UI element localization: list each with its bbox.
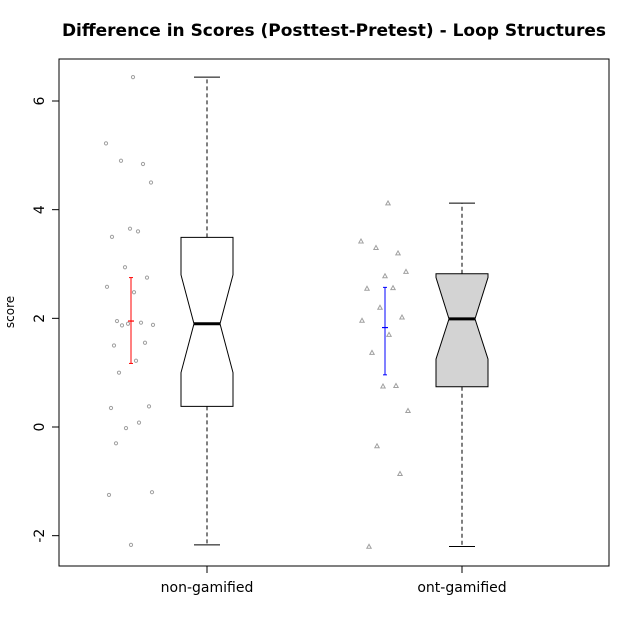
data-point bbox=[111, 343, 117, 348]
data-point bbox=[379, 383, 387, 389]
x-tick-label: non-gamified bbox=[161, 580, 254, 596]
data-point bbox=[384, 199, 392, 206]
data-point bbox=[133, 358, 139, 363]
data-point bbox=[368, 349, 376, 355]
box-group-non-gamified bbox=[103, 74, 234, 548]
data-point bbox=[127, 226, 133, 231]
notched-box bbox=[435, 273, 489, 388]
y-tick-label: -2 bbox=[32, 529, 48, 543]
data-point bbox=[128, 542, 134, 548]
x-tick-label: ont-gamified bbox=[417, 580, 506, 596]
y-tick-label: 4 bbox=[32, 205, 48, 214]
data-point bbox=[389, 284, 397, 291]
data-point bbox=[394, 249, 402, 256]
data-point bbox=[402, 268, 410, 274]
box-groups bbox=[103, 74, 489, 549]
data-point bbox=[150, 322, 156, 327]
data-point bbox=[135, 229, 141, 234]
data-point bbox=[103, 141, 109, 146]
data-point bbox=[118, 158, 124, 163]
data-point bbox=[372, 244, 380, 250]
data-point bbox=[404, 407, 412, 413]
plot-frame bbox=[58, 58, 610, 567]
data-point bbox=[142, 340, 148, 345]
data-point bbox=[146, 404, 152, 409]
data-point bbox=[140, 161, 146, 167]
mean-ci bbox=[382, 286, 388, 376]
y-tick-label: 0 bbox=[32, 423, 48, 432]
data-point bbox=[106, 492, 112, 498]
data-point bbox=[119, 323, 125, 328]
data-point bbox=[381, 272, 389, 279]
data-point bbox=[116, 370, 122, 375]
data-point bbox=[125, 321, 131, 326]
data-point bbox=[130, 74, 136, 80]
y-axis: -2 0 2 4 6 bbox=[32, 96, 60, 543]
box-group-ont-gamified bbox=[357, 199, 489, 549]
data-point bbox=[398, 314, 406, 320]
data-point bbox=[131, 290, 137, 295]
data-point bbox=[357, 237, 365, 244]
data-point bbox=[385, 331, 393, 337]
y-tick-label: 6 bbox=[32, 96, 48, 105]
x-axis: non-gamified ont-gamified bbox=[161, 565, 507, 596]
data-point bbox=[113, 441, 119, 446]
data-point bbox=[123, 425, 129, 431]
mean-ci bbox=[128, 277, 134, 364]
y-axis-label: score bbox=[3, 296, 17, 328]
data-point bbox=[392, 382, 400, 388]
data-point bbox=[376, 304, 384, 310]
data-point bbox=[104, 284, 110, 289]
data-point bbox=[136, 420, 142, 425]
y-tick-label: 2 bbox=[32, 314, 48, 323]
data-point bbox=[363, 285, 371, 291]
data-point bbox=[122, 265, 128, 270]
data-point bbox=[149, 490, 155, 495]
notched-box bbox=[180, 236, 234, 407]
data-point bbox=[396, 470, 404, 476]
data-point bbox=[144, 275, 150, 280]
data-point bbox=[114, 318, 120, 324]
data-point bbox=[108, 405, 114, 411]
data-point bbox=[109, 234, 115, 239]
data-point bbox=[148, 180, 154, 185]
chart-title: Difference in Scores (Posttest-Pretest) … bbox=[62, 21, 606, 41]
data-point bbox=[373, 442, 381, 449]
data-point bbox=[358, 317, 366, 323]
data-point bbox=[365, 543, 373, 549]
data-point bbox=[138, 320, 144, 325]
